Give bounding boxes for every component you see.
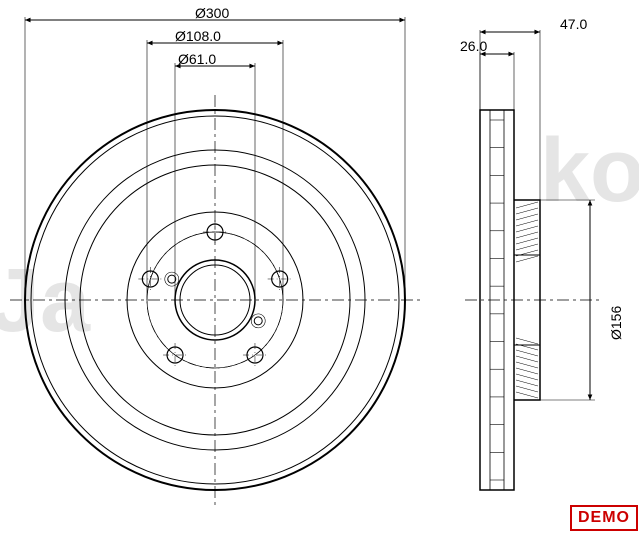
dim-t26: 26.0: [460, 38, 487, 54]
drawing-canvas: Ja ko Ø300 Ø108.0 Ø61.0 47.0 26.0 Ø156 D…: [0, 0, 639, 538]
drawing-svg: [0, 0, 639, 538]
dim-d108: Ø108.0: [175, 28, 221, 44]
dim-d300: Ø300: [195, 5, 229, 21]
demo-stamp: DEMO: [570, 505, 638, 531]
dim-d61: Ø61.0: [178, 51, 216, 67]
dim-w47: 47.0: [560, 16, 587, 32]
dim-d156: Ø156: [608, 306, 624, 340]
